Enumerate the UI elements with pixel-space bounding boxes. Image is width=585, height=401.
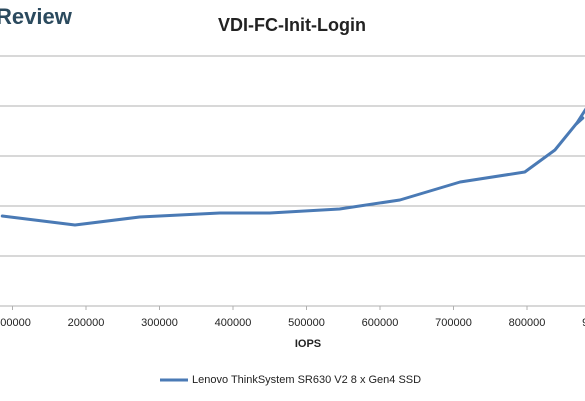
x-tick-label: 500000 (288, 317, 325, 329)
x-axis-label: IOPS (295, 338, 321, 350)
x-tick-label: 400000 (215, 317, 252, 329)
legend-label: Lenovo ThinkSystem SR630 V2 8 x Gen4 SSD (192, 374, 421, 386)
x-tick-label: 600000 (362, 317, 399, 329)
logo: Review (0, 4, 73, 29)
x-tick-label: 300000 (141, 317, 178, 329)
data-line (0, 107, 585, 227)
chart-title: VDI-FC-Init-Login (218, 15, 366, 35)
x-tick-label: 800000 (509, 317, 546, 329)
x-tick-label: 100000 (0, 317, 31, 329)
x-tick-label: 200000 (68, 317, 105, 329)
x-tick-label: 900000 (582, 317, 585, 329)
x-tick-label: 700000 (435, 317, 472, 329)
